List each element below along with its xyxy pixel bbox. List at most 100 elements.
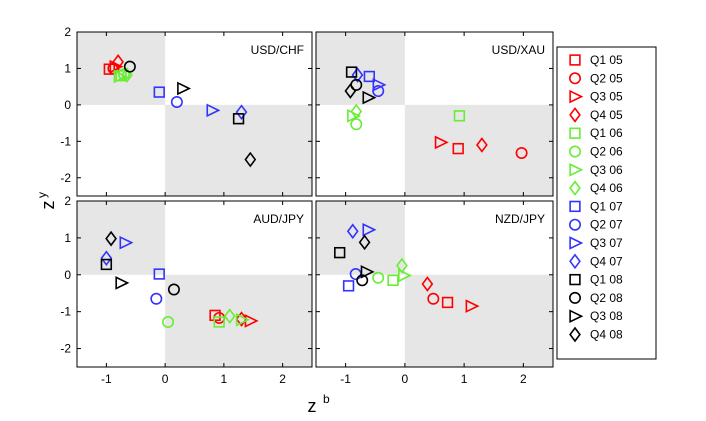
panel-title: AUD/JPY — [253, 212, 304, 226]
legend-label: Q4 07 — [590, 254, 623, 268]
point-q4-06 — [223, 308, 236, 324]
y-tick-label: -2 — [60, 171, 71, 185]
point-q1-05 — [452, 142, 464, 155]
point-q2-08 — [167, 283, 180, 296]
point-q4-08 — [358, 234, 371, 251]
point-q1-08 — [334, 246, 346, 259]
point-q3-08 — [115, 276, 130, 290]
shaded-quadrant-lower-right — [404, 104, 553, 196]
x-tick-label: 1 — [221, 372, 228, 386]
shaded-quadrant-lower-right — [165, 104, 312, 196]
x-axis-label: z — [308, 396, 317, 416]
legend-marker — [569, 107, 581, 123]
legend-marker — [568, 291, 581, 304]
point-q4-07 — [235, 104, 248, 121]
y-tick-label: -1 — [60, 134, 71, 148]
legend-marker — [568, 72, 581, 85]
y-tick-label: 1 — [64, 61, 71, 75]
point-q2-05 — [427, 292, 440, 305]
point-q1-07 — [342, 280, 355, 292]
panel-2: -1 0 1 2 -2 -1 0 1 2 AUD/JPY — [60, 194, 313, 386]
legend-marker — [569, 180, 581, 196]
panel-frame — [315, 31, 554, 197]
y-tick-label: 0 — [64, 268, 71, 282]
legend-marker — [569, 89, 584, 104]
point-q4-07 — [351, 67, 364, 83]
point-q3-07 — [206, 103, 221, 118]
panel-0: -2 -1 0 1 2 USD/CHF — [60, 25, 313, 197]
legend-label: Q1 08 — [590, 273, 623, 287]
point-q3-08 — [360, 265, 375, 279]
point-q3-05 — [109, 59, 124, 74]
point-q1-08 — [232, 113, 245, 125]
point-q2-06 — [118, 68, 131, 81]
point-q3-08 — [362, 90, 377, 105]
point-q1-08 — [100, 258, 113, 271]
legend-marker — [568, 145, 581, 158]
y-tick-label: -1 — [60, 305, 71, 319]
point-q4-08 — [105, 230, 117, 247]
legend-label: Q3 06 — [590, 163, 623, 177]
legend-marker — [569, 273, 581, 286]
panel-title: NZD/JPY — [495, 212, 545, 226]
legend-marker — [569, 200, 581, 213]
point-q3-05 — [434, 135, 449, 150]
legend-marker — [569, 127, 581, 139]
point-q4-07 — [100, 250, 113, 267]
point-q4-08 — [344, 83, 357, 99]
legend-label: Q4 08 — [590, 328, 623, 342]
point-q1-06 — [213, 316, 225, 328]
point-q3-07 — [119, 235, 134, 250]
point-q4-07 — [346, 223, 359, 240]
point-q1-06 — [387, 274, 399, 286]
panel-title: USD/CHF — [251, 43, 304, 57]
y-tick-label: 2 — [64, 25, 71, 39]
point-q3-07 — [362, 222, 377, 237]
shaded-quadrant-upper-left — [316, 201, 405, 275]
legend-label: Q1 05 — [590, 53, 623, 67]
point-q2-06 — [372, 271, 385, 284]
point-q4-08 — [244, 151, 257, 168]
legend-label: Q2 05 — [590, 71, 623, 85]
point-q2-06 — [162, 315, 175, 328]
panel-3: -1 0 1 2 NZD/JPY — [315, 200, 554, 386]
x-tick-label: 2 — [520, 372, 527, 386]
point-q1-07 — [363, 70, 376, 83]
panel-frame — [315, 200, 554, 368]
x-tick-label: 0 — [402, 372, 409, 386]
y-tick-label: -2 — [60, 342, 71, 356]
point-q4-06 — [350, 103, 363, 120]
legend-label: Q4 06 — [590, 181, 623, 195]
point-q3-06 — [113, 69, 128, 84]
point-q1-07 — [153, 86, 165, 98]
point-q1-05 — [441, 296, 454, 309]
x-tick-label: -1 — [101, 372, 112, 386]
point-q2-07 — [170, 95, 183, 108]
panel-frame — [76, 31, 313, 197]
legend-label: Q1 07 — [590, 199, 623, 213]
legend-marker — [568, 218, 581, 231]
point-q3-06 — [235, 312, 250, 327]
point-q2-05 — [515, 146, 528, 159]
legend-box — [556, 46, 657, 360]
legend-marker — [569, 162, 584, 177]
point-q2-07 — [150, 292, 163, 305]
shaded-quadrant-upper-left — [316, 32, 405, 105]
legend-marker — [569, 236, 584, 250]
x-tick-label: 1 — [461, 372, 468, 386]
legend-label: Q3 05 — [590, 90, 623, 104]
legend-label: Q3 07 — [590, 236, 623, 250]
x-tick-label: -1 — [340, 372, 351, 386]
legend-marker — [569, 54, 581, 66]
point-q1-07 — [153, 268, 165, 280]
point-q4-05 — [112, 54, 124, 70]
point-q4-05 — [235, 311, 248, 327]
legend-label: Q1 06 — [590, 126, 623, 140]
legend-marker — [569, 309, 584, 324]
legend-label: Q2 07 — [590, 218, 623, 232]
shaded-quadrant-lower-right — [404, 274, 553, 367]
point-q3-08 — [177, 81, 192, 96]
point-q1-06 — [453, 110, 466, 122]
y-tick-label: 2 — [64, 194, 71, 208]
